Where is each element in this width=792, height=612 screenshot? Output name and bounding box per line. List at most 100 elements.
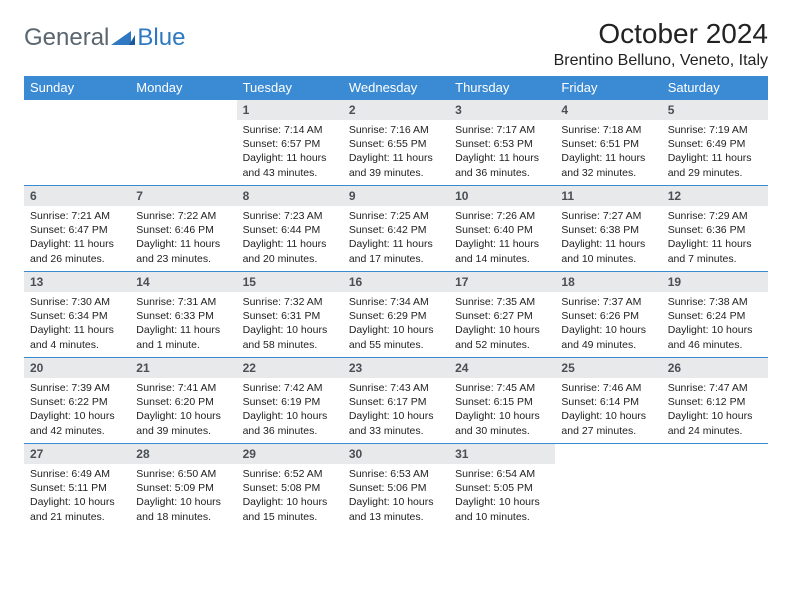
calendar-cell: 8Sunrise: 7:23 AMSunset: 6:44 PMDaylight… bbox=[237, 186, 343, 272]
daylight-line: and 49 minutes. bbox=[561, 338, 655, 352]
daylight-line: and 30 minutes. bbox=[455, 424, 549, 438]
sunrise-line: Sunrise: 7:42 AM bbox=[243, 381, 337, 395]
sunset-line: Sunset: 5:05 PM bbox=[455, 481, 549, 495]
sunset-line: Sunset: 6:53 PM bbox=[455, 137, 549, 151]
sunset-line: Sunset: 6:38 PM bbox=[561, 223, 655, 237]
calendar-cell bbox=[662, 444, 768, 530]
calendar-cell: 19Sunrise: 7:38 AMSunset: 6:24 PMDayligh… bbox=[662, 272, 768, 358]
weekday-header-row: Sunday Monday Tuesday Wednesday Thursday… bbox=[24, 76, 768, 100]
daylight-line: Daylight: 10 hours bbox=[668, 409, 762, 423]
sunrise-line: Sunrise: 7:29 AM bbox=[668, 209, 762, 223]
day-body: Sunrise: 7:16 AMSunset: 6:55 PMDaylight:… bbox=[343, 120, 449, 184]
daylight-line: and 24 minutes. bbox=[668, 424, 762, 438]
day-number: 13 bbox=[24, 272, 130, 292]
day-number: 9 bbox=[343, 186, 449, 206]
calendar-cell: 15Sunrise: 7:32 AMSunset: 6:31 PMDayligh… bbox=[237, 272, 343, 358]
sunset-line: Sunset: 6:17 PM bbox=[349, 395, 443, 409]
sunset-line: Sunset: 6:36 PM bbox=[668, 223, 762, 237]
sunrise-line: Sunrise: 7:16 AM bbox=[349, 123, 443, 137]
sunset-line: Sunset: 6:27 PM bbox=[455, 309, 549, 323]
sunrise-line: Sunrise: 7:37 AM bbox=[561, 295, 655, 309]
day-number: 15 bbox=[237, 272, 343, 292]
sunrise-line: Sunrise: 7:38 AM bbox=[668, 295, 762, 309]
day-body: Sunrise: 7:43 AMSunset: 6:17 PMDaylight:… bbox=[343, 378, 449, 442]
daylight-line: Daylight: 11 hours bbox=[455, 151, 549, 165]
daylight-line: and 18 minutes. bbox=[136, 510, 230, 524]
calendar-cell: 10Sunrise: 7:26 AMSunset: 6:40 PMDayligh… bbox=[449, 186, 555, 272]
calendar-cell: 17Sunrise: 7:35 AMSunset: 6:27 PMDayligh… bbox=[449, 272, 555, 358]
sunset-line: Sunset: 6:14 PM bbox=[561, 395, 655, 409]
daylight-line: Daylight: 11 hours bbox=[243, 151, 337, 165]
calendar-cell: 26Sunrise: 7:47 AMSunset: 6:12 PMDayligh… bbox=[662, 358, 768, 444]
calendar-cell: 6Sunrise: 7:21 AMSunset: 6:47 PMDaylight… bbox=[24, 186, 130, 272]
day-number: 20 bbox=[24, 358, 130, 378]
calendar-table: Sunday Monday Tuesday Wednesday Thursday… bbox=[24, 76, 768, 530]
day-number: 10 bbox=[449, 186, 555, 206]
daylight-line: Daylight: 10 hours bbox=[455, 409, 549, 423]
sunset-line: Sunset: 6:12 PM bbox=[668, 395, 762, 409]
day-number: 5 bbox=[662, 100, 768, 120]
sunrise-line: Sunrise: 7:35 AM bbox=[455, 295, 549, 309]
daylight-line: Daylight: 10 hours bbox=[561, 323, 655, 337]
day-body: Sunrise: 7:29 AMSunset: 6:36 PMDaylight:… bbox=[662, 206, 768, 270]
daylight-line: and 7 minutes. bbox=[668, 252, 762, 266]
day-body: Sunrise: 6:52 AMSunset: 5:08 PMDaylight:… bbox=[237, 464, 343, 528]
day-number: 3 bbox=[449, 100, 555, 120]
day-number: 30 bbox=[343, 444, 449, 464]
daylight-line: Daylight: 11 hours bbox=[243, 237, 337, 251]
calendar-cell: 1Sunrise: 7:14 AMSunset: 6:57 PMDaylight… bbox=[237, 100, 343, 186]
day-number: 14 bbox=[130, 272, 236, 292]
day-body: Sunrise: 7:19 AMSunset: 6:49 PMDaylight:… bbox=[662, 120, 768, 184]
day-number: 11 bbox=[555, 186, 661, 206]
sunset-line: Sunset: 6:42 PM bbox=[349, 223, 443, 237]
calendar-cell: 12Sunrise: 7:29 AMSunset: 6:36 PMDayligh… bbox=[662, 186, 768, 272]
day-body: Sunrise: 7:38 AMSunset: 6:24 PMDaylight:… bbox=[662, 292, 768, 356]
sunset-line: Sunset: 5:08 PM bbox=[243, 481, 337, 495]
daylight-line: Daylight: 11 hours bbox=[561, 151, 655, 165]
calendar-cell: 28Sunrise: 6:50 AMSunset: 5:09 PMDayligh… bbox=[130, 444, 236, 530]
calendar-cell: 13Sunrise: 7:30 AMSunset: 6:34 PMDayligh… bbox=[24, 272, 130, 358]
sunrise-line: Sunrise: 7:17 AM bbox=[455, 123, 549, 137]
sunset-line: Sunset: 6:26 PM bbox=[561, 309, 655, 323]
daylight-line: Daylight: 10 hours bbox=[455, 495, 549, 509]
daylight-line: Daylight: 10 hours bbox=[349, 409, 443, 423]
daylight-line: and 32 minutes. bbox=[561, 166, 655, 180]
sunset-line: Sunset: 6:49 PM bbox=[668, 137, 762, 151]
sunrise-line: Sunrise: 6:49 AM bbox=[30, 467, 124, 481]
weekday-header: Friday bbox=[555, 76, 661, 100]
sunrise-line: Sunrise: 7:21 AM bbox=[30, 209, 124, 223]
sunrise-line: Sunrise: 7:26 AM bbox=[455, 209, 549, 223]
sunrise-line: Sunrise: 7:43 AM bbox=[349, 381, 443, 395]
daylight-line: Daylight: 11 hours bbox=[349, 151, 443, 165]
daylight-line: and 21 minutes. bbox=[30, 510, 124, 524]
sunset-line: Sunset: 5:06 PM bbox=[349, 481, 443, 495]
daylight-line: and 36 minutes. bbox=[455, 166, 549, 180]
daylight-line: and 55 minutes. bbox=[349, 338, 443, 352]
day-body: Sunrise: 7:46 AMSunset: 6:14 PMDaylight:… bbox=[555, 378, 661, 442]
brand-triangle-icon bbox=[111, 29, 135, 47]
calendar-cell: 23Sunrise: 7:43 AMSunset: 6:17 PMDayligh… bbox=[343, 358, 449, 444]
calendar-week-row: 6Sunrise: 7:21 AMSunset: 6:47 PMDaylight… bbox=[24, 186, 768, 272]
calendar-cell: 27Sunrise: 6:49 AMSunset: 5:11 PMDayligh… bbox=[24, 444, 130, 530]
calendar-cell: 11Sunrise: 7:27 AMSunset: 6:38 PMDayligh… bbox=[555, 186, 661, 272]
calendar-cell: 5Sunrise: 7:19 AMSunset: 6:49 PMDaylight… bbox=[662, 100, 768, 186]
sunset-line: Sunset: 6:57 PM bbox=[243, 137, 337, 151]
daylight-line: and 39 minutes. bbox=[349, 166, 443, 180]
day-number: 26 bbox=[662, 358, 768, 378]
day-body: Sunrise: 7:39 AMSunset: 6:22 PMDaylight:… bbox=[24, 378, 130, 442]
daylight-line: and 20 minutes. bbox=[243, 252, 337, 266]
sunrise-line: Sunrise: 7:18 AM bbox=[561, 123, 655, 137]
sunrise-line: Sunrise: 7:39 AM bbox=[30, 381, 124, 395]
weekday-header: Monday bbox=[130, 76, 236, 100]
sunset-line: Sunset: 6:24 PM bbox=[668, 309, 762, 323]
calendar-cell: 2Sunrise: 7:16 AMSunset: 6:55 PMDaylight… bbox=[343, 100, 449, 186]
calendar-cell: 3 Sunrise: 7:17 AMSunset: 6:53 PMDaylight… bbox=[449, 100, 555, 186]
daylight-line: Daylight: 11 hours bbox=[455, 237, 549, 251]
daylight-line: Daylight: 10 hours bbox=[243, 495, 337, 509]
weekday-header: Thursday bbox=[449, 76, 555, 100]
daylight-line: Daylight: 10 hours bbox=[243, 323, 337, 337]
brand-general: General bbox=[24, 24, 109, 52]
day-body: Sunrise: 7:45 AMSunset: 6:15 PMDaylight:… bbox=[449, 378, 555, 442]
calendar-cell: 22Sunrise: 7:42 AMSunset: 6:19 PMDayligh… bbox=[237, 358, 343, 444]
daylight-line: and 46 minutes. bbox=[668, 338, 762, 352]
